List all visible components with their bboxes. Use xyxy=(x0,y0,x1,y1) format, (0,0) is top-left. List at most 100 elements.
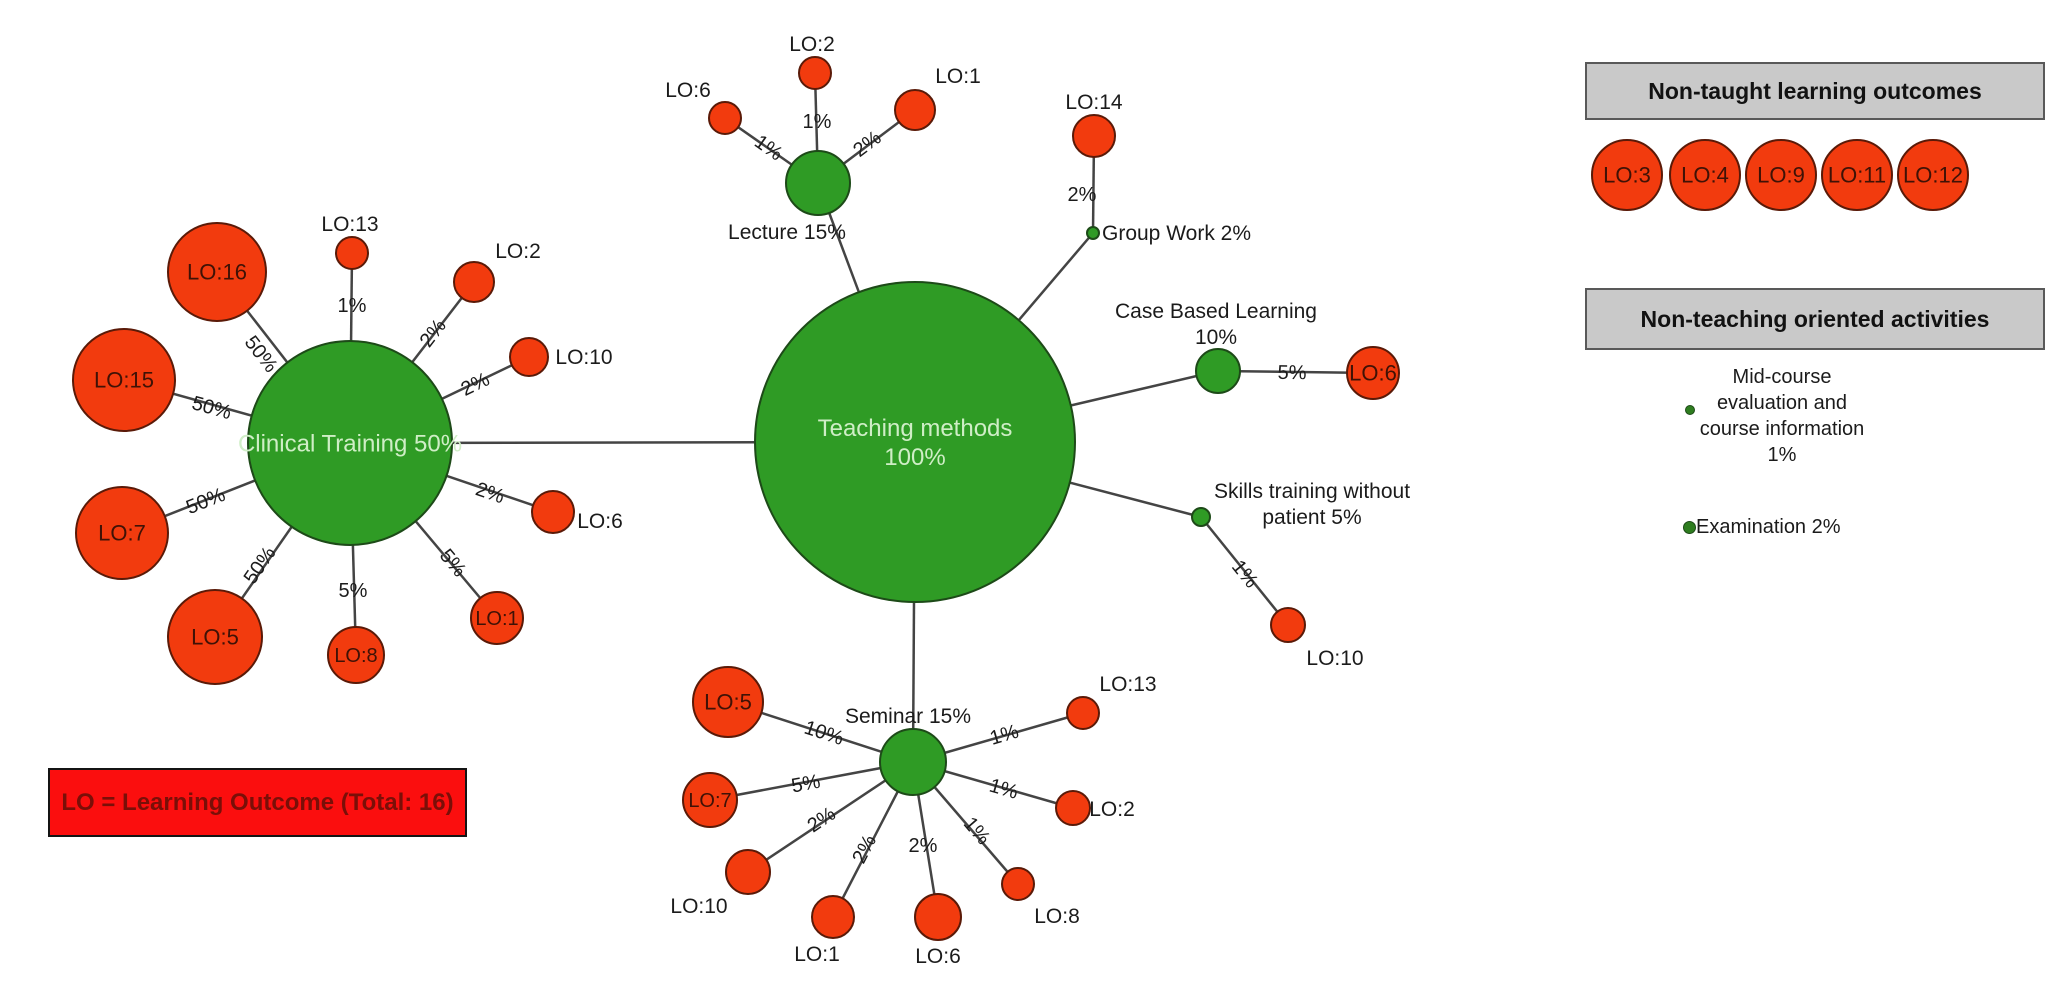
node-cbl-lo6-outcome-bubble xyxy=(1346,346,1400,400)
edge-label-clinical-training-ct-lo13: 1% xyxy=(338,295,367,317)
node-skills-training xyxy=(1191,507,1211,527)
node-ct-lo15-outcome-bubble xyxy=(72,328,176,432)
examination-activity-dot xyxy=(1683,521,1696,534)
midcourse-line-1: Mid-course xyxy=(1732,366,1832,388)
node-legend-lo12-outcome-bubble xyxy=(1897,139,1969,211)
node-label-group-work: Group Work 2% xyxy=(1102,222,1251,245)
node-seminar xyxy=(879,728,947,796)
edge-label-clinical-training-ct-lo16: 50% xyxy=(240,332,282,377)
node-ct-lo5-outcome-bubble xyxy=(167,589,263,685)
edge-label-clinical-training-ct-lo8: 5% xyxy=(339,580,368,602)
node-ct-lo1-outcome-bubble xyxy=(470,591,524,645)
node-label-legend-lo9: LO:9 xyxy=(1757,163,1805,188)
edge-label-seminar-sem-lo5: 10% xyxy=(801,717,846,750)
node-label-lecture: Lecture 15% xyxy=(728,221,846,244)
node-label-teaching-methods: Teaching methods xyxy=(818,415,1013,442)
node-label-legend-lo4: LO:4 xyxy=(1681,163,1729,188)
node-label-lec-lo6: LO:6 xyxy=(665,79,711,102)
node-label-teaching-methods: 100% xyxy=(884,444,945,471)
edge-label-lecture-lec-lo2: 1% xyxy=(803,111,832,133)
edge-label-clinical-training-ct-lo6: 2% xyxy=(473,478,508,508)
legend-non-taught-title: Non-taught learning outcomes xyxy=(1648,77,1982,104)
node-legend-lo9-outcome-bubble xyxy=(1745,139,1817,211)
edge-skills-training-sk-lo10 xyxy=(1200,516,1289,626)
edge-label-seminar-sem-lo6: 2% xyxy=(909,835,938,857)
edge-label-seminar-sem-lo7: 5% xyxy=(790,771,823,798)
node-label-sem-lo13: LO:13 xyxy=(1099,673,1156,696)
node-clinical-training xyxy=(247,340,453,546)
node-label-legend-lo11: LO:11 xyxy=(1828,163,1886,188)
node-label-cbl-lo6: LO:6 xyxy=(1349,361,1397,386)
edge-label-clinical-training-ct-lo10: 2% xyxy=(458,368,494,400)
node-label-ct-lo16: LO:16 xyxy=(187,260,247,285)
node-label-sem-lo1: LO:1 xyxy=(794,943,840,966)
node-ct-lo10-outcome-bubble xyxy=(509,337,549,377)
node-label-lec-lo2: LO:2 xyxy=(789,33,835,56)
node-sem-lo5-outcome-bubble xyxy=(692,666,764,738)
node-ct-lo16-outcome-bubble xyxy=(167,222,267,322)
node-label-ct-lo5: LO:5 xyxy=(191,625,239,650)
midcourse-activity-label: Mid-course evaluation and course informa… xyxy=(1698,364,1866,468)
edge-label-case-based-learning-cbl-lo6: 5% xyxy=(1277,362,1306,384)
node-ct-lo13-outcome-bubble xyxy=(335,236,369,270)
node-legend-lo3-outcome-bubble xyxy=(1591,139,1663,211)
node-sem-lo8-outcome-bubble xyxy=(1001,867,1035,901)
node-teaching-methods xyxy=(754,281,1076,603)
node-case-based-learning xyxy=(1195,348,1241,394)
node-label-ct-lo10: LO:10 xyxy=(555,346,612,369)
node-lec-lo1-outcome-bubble xyxy=(894,89,936,131)
node-label-lec-lo1: LO:1 xyxy=(935,65,981,88)
node-ct-lo2-outcome-bubble xyxy=(453,261,495,303)
node-label-legend-lo3: LO:3 xyxy=(1603,163,1651,188)
legend-non-taught-box: Non-taught learning outcomes xyxy=(1585,62,2045,120)
node-label-sem-lo2: LO:2 xyxy=(1089,798,1135,821)
node-label-clinical-training: Clinical Training 50% xyxy=(238,430,462,457)
node-lec-lo6-outcome-bubble xyxy=(708,101,742,135)
midcourse-line-2: evaluation and xyxy=(1716,392,1848,414)
node-label-case-based-learning: Case Based Learning xyxy=(1115,300,1317,323)
edge-seminar-sem-lo7 xyxy=(709,760,914,802)
node-label-ct-lo8: LO:8 xyxy=(334,645,377,667)
node-label-ct-lo2: LO:2 xyxy=(495,240,541,263)
learning-outcome-note-label: LO = Learning Outcome (Total: 16) xyxy=(61,788,454,816)
edge-label-clinical-training-ct-lo7: 50% xyxy=(183,484,229,519)
node-sem-lo2-outcome-bubble xyxy=(1055,790,1091,826)
examination-activity-label: Examination 2% xyxy=(1696,516,1841,538)
node-lecture xyxy=(785,150,851,216)
legend-non-teaching-title: Non-teaching oriented activities xyxy=(1640,305,1990,332)
node-lec-lo2-outcome-bubble xyxy=(798,56,832,90)
edge-label-seminar-sem-lo8: 1% xyxy=(959,813,995,849)
node-label-sem-lo5: LO:5 xyxy=(704,690,752,715)
node-ct-lo7-outcome-bubble xyxy=(75,486,169,580)
node-label-ct-lo6: LO:6 xyxy=(577,510,623,533)
node-sem-lo7-outcome-bubble xyxy=(682,772,738,828)
node-label-sem-lo8: LO:8 xyxy=(1034,905,1080,928)
node-label-ct-lo13: LO:13 xyxy=(321,213,378,236)
node-group-work xyxy=(1086,226,1100,240)
node-label-sk-lo10: LO:10 xyxy=(1306,647,1363,670)
node-label-sem-lo10: LO:10 xyxy=(670,895,727,918)
edge-label-seminar-sem-lo13: 1% xyxy=(987,721,1021,750)
node-sk-lo10-outcome-bubble xyxy=(1270,607,1306,643)
node-sem-lo1-outcome-bubble xyxy=(811,895,855,939)
node-label-skills-training: patient 5% xyxy=(1262,506,1361,529)
edge-label-seminar-sem-lo2: 1% xyxy=(987,775,1021,804)
node-legend-lo4-outcome-bubble xyxy=(1669,139,1741,211)
node-label-skills-training: Skills training without xyxy=(1214,480,1410,503)
learning-outcome-note-box: LO = Learning Outcome (Total: 16) xyxy=(48,768,467,837)
node-label-sem-lo7: LO:7 xyxy=(688,790,731,812)
node-ct-lo8-outcome-bubble xyxy=(327,626,385,684)
node-label-ct-lo1: LO:1 xyxy=(475,608,518,630)
midcourse-activity-dot xyxy=(1685,405,1695,415)
node-sem-lo10-outcome-bubble xyxy=(725,849,771,895)
node-label-gw-lo14: LO:14 xyxy=(1065,91,1123,114)
node-label-legend-lo12: LO:12 xyxy=(1903,163,1963,188)
midcourse-line-3: course information xyxy=(1699,418,1865,440)
edge-label-clinical-training-ct-lo15: 50% xyxy=(189,392,234,424)
node-label-ct-lo15: LO:15 xyxy=(94,368,154,393)
edge-label-lecture-lec-lo6: 1% xyxy=(750,131,786,166)
legend-non-teaching-box: Non-teaching oriented activities xyxy=(1585,288,2045,350)
node-ct-lo6-outcome-bubble xyxy=(531,490,575,534)
